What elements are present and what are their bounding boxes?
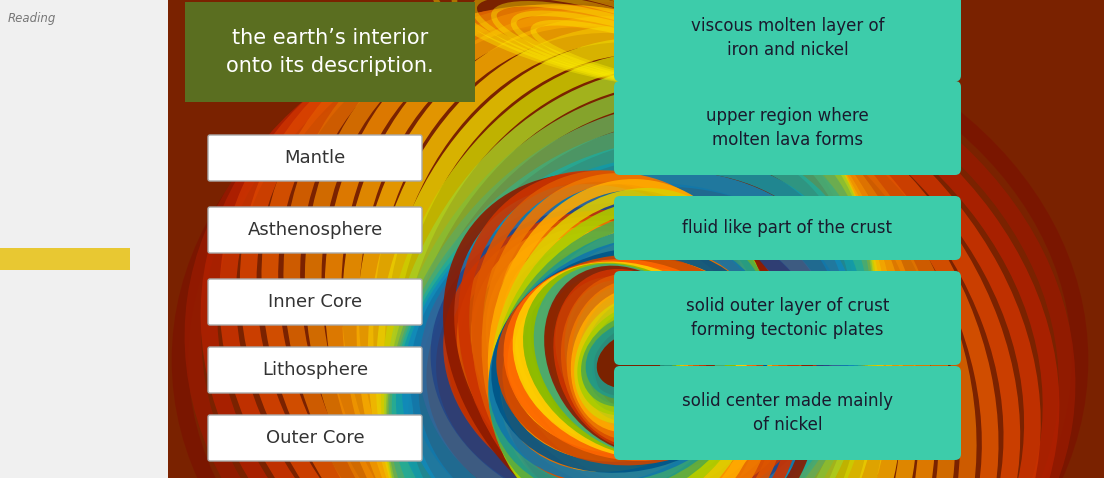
Bar bbox=[168, 0, 1104, 478]
Text: Lithosphere: Lithosphere bbox=[262, 361, 368, 379]
Bar bbox=[0, 0, 168, 478]
Text: the earth’s interior
onto its description.: the earth’s interior onto its descriptio… bbox=[226, 28, 434, 76]
Text: Inner Core: Inner Core bbox=[268, 293, 362, 311]
FancyBboxPatch shape bbox=[208, 279, 422, 325]
FancyBboxPatch shape bbox=[614, 366, 960, 460]
Text: Asthenosphere: Asthenosphere bbox=[247, 221, 383, 239]
FancyBboxPatch shape bbox=[208, 347, 422, 393]
Text: fluid like part of the crust: fluid like part of the crust bbox=[682, 219, 892, 237]
Bar bbox=[0, 248, 130, 270]
Text: solid center made mainly
of nickel: solid center made mainly of nickel bbox=[682, 392, 893, 434]
FancyBboxPatch shape bbox=[185, 2, 475, 102]
FancyBboxPatch shape bbox=[614, 81, 960, 175]
Text: solid outer layer of crust
forming tectonic plates: solid outer layer of crust forming tecto… bbox=[686, 297, 889, 339]
Text: upper region where
molten lava forms: upper region where molten lava forms bbox=[707, 107, 869, 149]
FancyBboxPatch shape bbox=[208, 207, 422, 253]
FancyBboxPatch shape bbox=[208, 415, 422, 461]
Text: Outer Core: Outer Core bbox=[266, 429, 364, 447]
FancyBboxPatch shape bbox=[614, 271, 960, 365]
Text: viscous molten layer of
iron and nickel: viscous molten layer of iron and nickel bbox=[691, 17, 884, 59]
FancyBboxPatch shape bbox=[614, 196, 960, 260]
FancyBboxPatch shape bbox=[614, 0, 960, 82]
Text: Reading: Reading bbox=[8, 12, 56, 25]
FancyBboxPatch shape bbox=[208, 135, 422, 181]
Text: Mantle: Mantle bbox=[285, 149, 346, 167]
